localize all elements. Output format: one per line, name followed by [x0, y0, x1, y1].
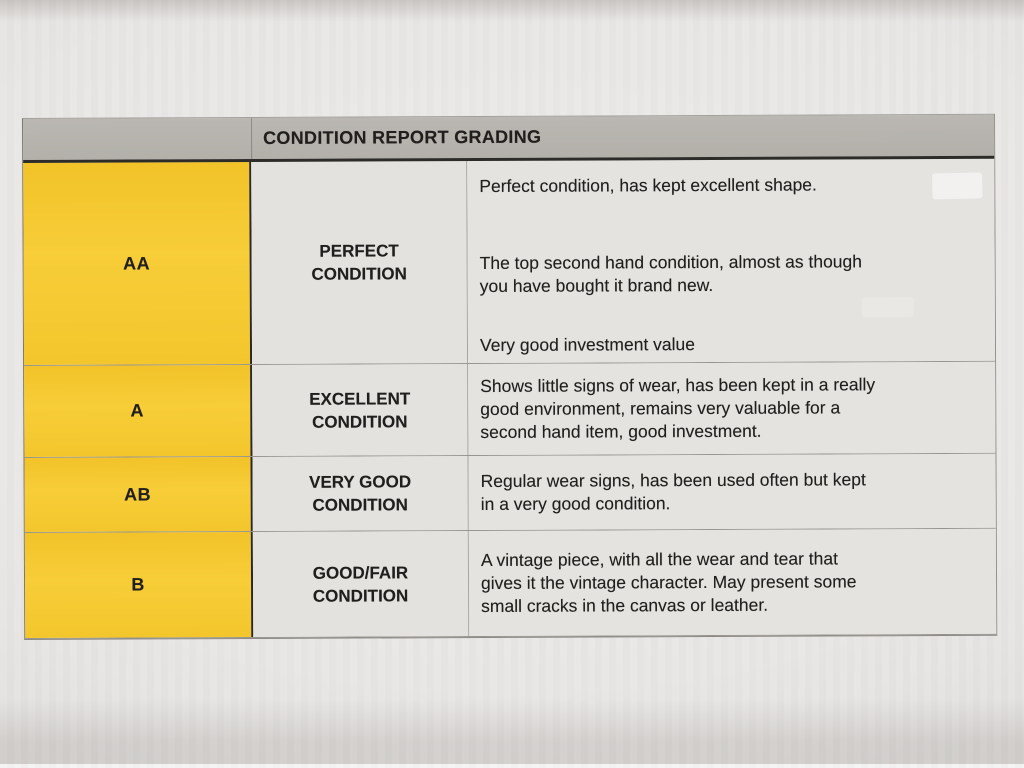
- description-paragraph: A vintage piece, with all the wear and t…: [480, 548, 857, 617]
- table-title: CONDITION REPORT GRADING: [263, 126, 542, 148]
- grade-label: AB: [124, 483, 152, 505]
- header-column-divider: [251, 117, 253, 160]
- description-cell: Regular wear signs, has been used often …: [468, 453, 996, 531]
- description-cell: Shows little signs of wear, has been kep…: [468, 361, 996, 456]
- grade-cell: A: [24, 364, 253, 457]
- table-row: B GOOD/FAIR CONDITION A vintage piece, w…: [24, 528, 997, 639]
- condition-label-line: VERY GOOD: [309, 472, 412, 492]
- condition-cell: GOOD/FAIR CONDITION: [252, 531, 470, 637]
- table-header: CONDITION REPORT GRADING: [23, 114, 995, 163]
- grade-label: A: [130, 400, 145, 421]
- grade-label: AA: [123, 252, 151, 274]
- description-paragraph: Shows little signs of wear, has been kep…: [480, 374, 876, 443]
- condition-label-line: EXCELLENT: [309, 388, 411, 409]
- whiteout-mark: [861, 297, 914, 318]
- description-cell: Perfect condition, has kept excellent sh…: [467, 158, 996, 364]
- grade-label: B: [131, 574, 145, 595]
- description-paragraph: Regular wear signs, has been used often …: [480, 469, 866, 515]
- condition-report-table: CONDITION REPORT GRADING AA PERFECT COND…: [22, 113, 998, 640]
- condition-label-line: CONDITION: [312, 495, 408, 515]
- description-cell: A vintage piece, with all the wear and t…: [468, 528, 997, 637]
- description-paragraph: Perfect condition, has kept excellent sh…: [479, 174, 817, 197]
- condition-cell: EXCELLENT CONDITION: [252, 364, 469, 456]
- whiteout-mark: [932, 172, 983, 200]
- condition-label-line: CONDITION: [311, 264, 407, 284]
- description-paragraph: The top second hand condition, almost as…: [479, 251, 863, 297]
- condition-label-line: CONDITION: [312, 411, 408, 432]
- grade-cell: AA: [23, 162, 253, 365]
- condition-cell: PERFECT CONDITION: [251, 161, 469, 364]
- grade-cell: B: [24, 531, 254, 638]
- condition-label-line: GOOD/FAIR: [312, 562, 409, 583]
- table-row: AB VERY GOOD CONDITION Regular wear sign…: [24, 453, 996, 533]
- condition-label-line: CONDITION: [312, 585, 409, 606]
- description-paragraph: Very good investment value: [479, 334, 696, 356]
- grade-cell: AB: [24, 456, 253, 532]
- condition-cell: VERY GOOD CONDITION: [252, 456, 469, 531]
- table-row: AA PERFECT CONDITION Perfect condition, …: [23, 158, 996, 366]
- condition-label-line: PERFECT: [319, 241, 399, 261]
- table-row: A EXCELLENT CONDITION Shows little signs…: [24, 361, 996, 458]
